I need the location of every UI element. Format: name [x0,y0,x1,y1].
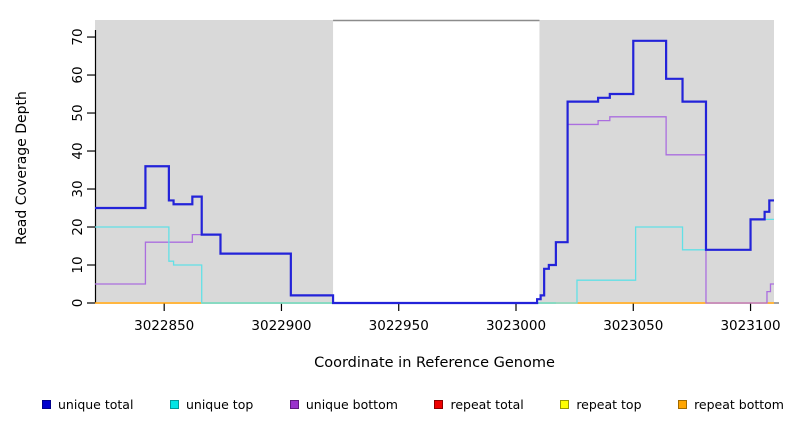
right-gray-region [539,20,774,302]
legend-swatch-unique-total [42,400,51,409]
legend-item-unique-top: unique top [169,397,254,412]
y-tick-label: 10 [70,256,86,273]
legend-item-unique-bottom: unique bottom [289,397,398,412]
legend-item-repeat-bottom: repeat bottom [678,397,784,412]
legend-label: repeat total [450,397,524,412]
legend-swatch-unique-bottom [289,400,299,409]
y-tick-label: 20 [70,218,86,235]
legend-swatch-repeat-bottom [678,400,688,409]
legend-swatch-repeat-top [560,400,570,409]
legend-label: unique total [58,397,134,412]
x-tick-label: 3022950 [369,318,429,334]
y-tick-label: 60 [70,66,86,83]
legend-swatch-unique-top [169,400,179,409]
y-axis-label: Read Coverage Depth [14,91,30,245]
y-tick-label: 50 [70,104,86,121]
legend-label: unique top [185,397,254,412]
legend: unique total unique top unique bottom repea… [42,397,784,412]
legend-item-repeat-top: repeat top [560,397,642,412]
legend-label: unique bottom [305,397,398,412]
y-tick-label: 70 [70,28,86,45]
x-tick-label: 3023000 [486,318,546,334]
y-tick-label: 30 [70,180,86,197]
left-gray-region [95,20,334,302]
legend-label: repeat bottom [694,397,784,412]
x-tick-label: 3022850 [134,318,194,334]
y-tick-label: 0 [70,299,86,308]
legend-item-repeat-total: repeat total [434,397,524,412]
x-tick-label: 3023050 [603,318,663,334]
y-tick-label: 40 [70,142,86,159]
legend-item-unique-total: unique total [42,397,133,412]
legend-swatch-repeat-total [434,400,444,409]
legend-label: repeat top [576,397,642,412]
x-tick-label: 3023100 [720,318,780,334]
x-tick-label: 3022900 [251,318,311,334]
x-axis-label: Coordinate in Reference Genome [314,355,555,371]
series-unique-total [95,39,774,305]
